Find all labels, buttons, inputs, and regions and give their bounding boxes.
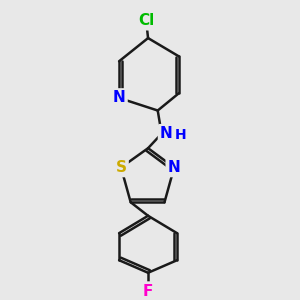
Text: N: N [168,160,181,175]
Text: N: N [113,91,125,106]
Text: Cl: Cl [138,13,154,28]
Text: S: S [116,160,127,175]
Text: F: F [143,284,153,298]
Text: H: H [175,128,187,142]
Text: N: N [160,126,173,141]
